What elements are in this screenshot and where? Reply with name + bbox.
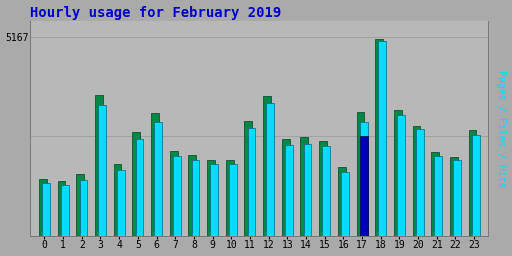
Bar (188, 155, 196, 236)
Bar (468, 130, 476, 236)
Bar (472, 135, 480, 236)
Bar (229, 164, 237, 236)
Bar (431, 153, 439, 236)
Bar (450, 157, 458, 236)
Bar (304, 144, 311, 236)
Bar (98, 104, 106, 236)
Bar (191, 161, 199, 236)
Bar (207, 160, 215, 236)
Bar (378, 41, 386, 236)
Bar (39, 179, 47, 236)
Bar (453, 160, 461, 236)
Bar (394, 110, 402, 236)
Bar (154, 122, 162, 236)
Bar (226, 161, 233, 236)
Bar (285, 145, 293, 236)
Bar (133, 133, 140, 236)
Bar (61, 185, 69, 236)
Bar (323, 146, 330, 236)
Bar (282, 139, 290, 236)
Bar (263, 95, 271, 236)
Bar (248, 128, 255, 236)
Bar (416, 130, 423, 236)
Y-axis label: Pages / Files / Hits: Pages / Files / Hits (497, 70, 506, 187)
Bar (76, 174, 84, 236)
Bar (58, 181, 66, 236)
Bar (435, 156, 442, 236)
Bar (79, 180, 88, 236)
Bar (413, 126, 420, 236)
Bar (338, 167, 346, 236)
Bar (356, 112, 365, 236)
Bar (114, 164, 121, 236)
Bar (301, 137, 308, 236)
Bar (210, 164, 218, 236)
Bar (360, 136, 368, 236)
Bar (375, 39, 383, 236)
Text: Hourly usage for February 2019: Hourly usage for February 2019 (30, 6, 282, 19)
Bar (169, 152, 178, 236)
Bar (360, 122, 368, 236)
Bar (319, 142, 327, 236)
Bar (151, 113, 159, 236)
Bar (42, 183, 50, 236)
Bar (173, 156, 181, 236)
Bar (117, 170, 125, 236)
Bar (266, 103, 274, 236)
Bar (244, 121, 252, 236)
Bar (136, 140, 143, 236)
Bar (95, 94, 103, 236)
Bar (341, 172, 349, 236)
Bar (397, 114, 405, 236)
